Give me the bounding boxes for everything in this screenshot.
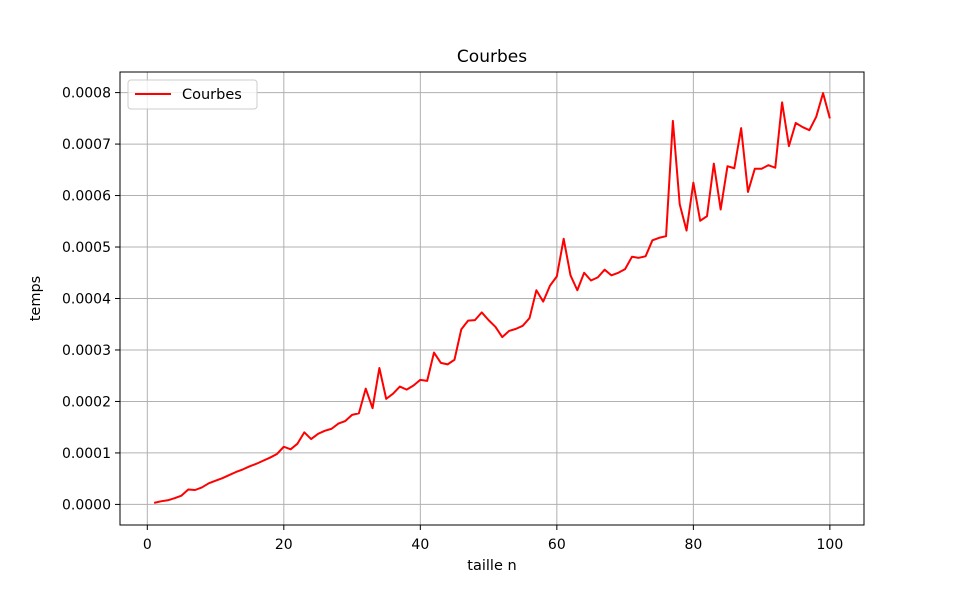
x-axis-label: taille n (467, 558, 516, 574)
x-tick-label: 40 (411, 537, 429, 553)
y-tick-label: 0.0004 (62, 292, 111, 308)
x-tick-label: 0 (143, 537, 152, 553)
ticks: 0 20 40 60 80 100 0.0000 0.0001 0.0002 0.0003 0.00… (62, 86, 843, 553)
y-tick-label: 0.0005 (62, 240, 111, 256)
y-tick-label: 0.0007 (62, 137, 111, 153)
x-tick-label: 100 (817, 537, 844, 553)
y-tick-label: 0.0001 (62, 446, 111, 462)
y-tick-label: 0.0003 (62, 343, 111, 359)
chart-title: Courbes (457, 47, 527, 67)
y-tick-label: 0.0006 (62, 189, 111, 205)
legend-box (127, 79, 258, 110)
y-axis-label: temps (28, 276, 44, 322)
legend: Courbes (127, 79, 258, 110)
series-line (153, 92, 831, 504)
legend-label: Courbes (182, 87, 242, 103)
grid (120, 72, 864, 525)
y-tick-label: 0.0008 (62, 86, 111, 102)
series-layer (153, 92, 831, 504)
x-tick-label: 20 (275, 537, 293, 553)
x-tick-label: 60 (548, 537, 566, 553)
y-tick-label: 0.0000 (62, 497, 111, 513)
x-tick-label: 80 (684, 537, 702, 553)
y-tick-label: 0.0002 (62, 394, 111, 410)
